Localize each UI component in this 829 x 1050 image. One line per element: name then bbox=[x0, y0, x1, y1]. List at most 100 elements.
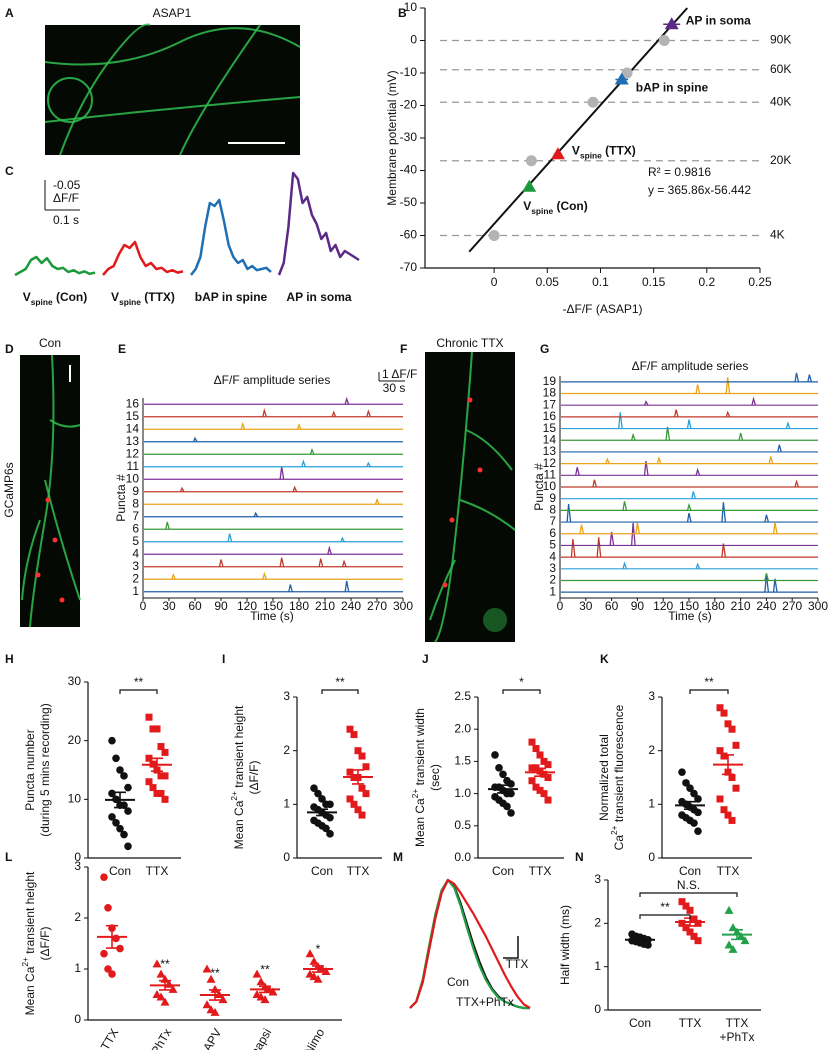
point bbox=[145, 713, 153, 721]
point bbox=[682, 779, 690, 787]
point bbox=[260, 995, 270, 1004]
significance-bracket bbox=[689, 689, 729, 694]
y-tick-label: 12 bbox=[543, 456, 557, 470]
point bbox=[120, 830, 128, 839]
point bbox=[694, 808, 702, 817]
point bbox=[354, 806, 362, 814]
transient bbox=[695, 384, 701, 394]
y-tick-label: 2 bbox=[594, 916, 601, 930]
x-tick-label: 180 bbox=[705, 599, 725, 613]
image-side-label: GCaMP6s bbox=[2, 462, 16, 517]
transient bbox=[253, 511, 259, 518]
transient bbox=[643, 460, 649, 476]
y-tick-label: 0 bbox=[594, 1002, 601, 1016]
point bbox=[690, 789, 698, 798]
x-tick-label: 0 bbox=[491, 275, 498, 289]
x-tick-label: +PhTx bbox=[719, 1030, 754, 1044]
point bbox=[720, 752, 728, 760]
point bbox=[346, 768, 354, 776]
label-part: Mean Ca bbox=[232, 800, 246, 849]
y-axis-label: (ΔF/F) bbox=[247, 760, 261, 794]
point bbox=[686, 928, 694, 936]
x-axis-label: Time (s) bbox=[250, 609, 294, 623]
point bbox=[153, 789, 161, 797]
puncta bbox=[59, 597, 65, 603]
point bbox=[495, 764, 503, 772]
marker bbox=[664, 17, 679, 30]
point bbox=[104, 965, 112, 973]
label-part: Puncta number bbox=[23, 729, 37, 810]
point bbox=[694, 795, 702, 803]
point bbox=[716, 747, 724, 755]
y-tick-label: 1 bbox=[132, 584, 139, 598]
x-tick-label: 120 bbox=[653, 599, 673, 613]
point bbox=[724, 940, 734, 949]
dendrite bbox=[179, 24, 261, 156]
scale-bar-label: 0.1 s bbox=[53, 213, 79, 227]
panel-label: B bbox=[398, 6, 407, 20]
transient bbox=[768, 456, 774, 464]
x-tick-label: Con bbox=[629, 1016, 651, 1030]
puncta bbox=[442, 582, 448, 588]
transient bbox=[656, 456, 662, 464]
y-axis-label: Membrane potential (mV) bbox=[385, 70, 399, 205]
point bbox=[544, 796, 552, 804]
significance-label: ** bbox=[134, 675, 144, 689]
transient bbox=[344, 580, 350, 592]
x-tick-label: TTX bbox=[146, 864, 169, 878]
transient bbox=[262, 408, 267, 417]
transient bbox=[288, 584, 293, 592]
transient bbox=[566, 503, 572, 523]
point bbox=[536, 786, 544, 794]
image-title: Chronic TTX bbox=[436, 336, 503, 350]
transient bbox=[179, 486, 185, 493]
label-part: transient fluorescence bbox=[612, 704, 626, 825]
soma bbox=[483, 608, 507, 632]
point bbox=[268, 987, 278, 996]
puncta bbox=[449, 517, 455, 523]
marker-label: bAP in spine bbox=[636, 81, 709, 95]
x-tick-label: TTX bbox=[98, 1026, 121, 1050]
point bbox=[157, 789, 165, 797]
label-part: (Con) bbox=[553, 199, 588, 213]
y-tick-label: 5 bbox=[132, 534, 139, 548]
point bbox=[116, 944, 124, 953]
point bbox=[720, 806, 728, 814]
significance-label: N.S. bbox=[677, 878, 700, 892]
image-title: ASAP1 bbox=[153, 6, 192, 20]
transient bbox=[579, 524, 585, 534]
transient bbox=[318, 558, 324, 567]
label-part: Half width (ms) bbox=[558, 905, 572, 985]
y-axis-label: Puncta # bbox=[114, 474, 128, 522]
marker-label: Vspine (Con) bbox=[523, 199, 588, 216]
significance-label: * bbox=[316, 942, 321, 956]
sem-bar bbox=[722, 754, 734, 776]
point bbox=[686, 906, 694, 914]
transient bbox=[262, 571, 267, 580]
x-tick-label: 300 bbox=[808, 599, 828, 613]
x-tick-label: 90 bbox=[214, 599, 228, 613]
x-tick-label: TTX+APV bbox=[185, 1026, 224, 1050]
point bbox=[326, 813, 334, 822]
scale-bar-label: 30 s bbox=[383, 381, 406, 395]
y-tick-label: 1 bbox=[283, 797, 290, 811]
sem-bar bbox=[259, 985, 271, 994]
label-part: (ΔF/F) bbox=[38, 926, 52, 960]
panel-label: H bbox=[5, 652, 14, 666]
y-tick-label: 19 bbox=[543, 374, 557, 388]
point bbox=[532, 745, 540, 753]
trace bbox=[277, 171, 360, 276]
x-tick-label: 0.1 bbox=[592, 275, 609, 289]
point bbox=[161, 795, 169, 803]
transient bbox=[292, 485, 298, 493]
point bbox=[503, 802, 511, 811]
reference-label: 20K bbox=[770, 153, 791, 167]
point bbox=[318, 795, 326, 803]
x-tick-label: Con bbox=[679, 864, 701, 878]
significance-bracket bbox=[119, 689, 158, 694]
point bbox=[644, 941, 652, 949]
y-tick-label: 0 bbox=[283, 850, 290, 864]
label-part: bAP in spine bbox=[195, 290, 268, 304]
point bbox=[724, 720, 732, 728]
